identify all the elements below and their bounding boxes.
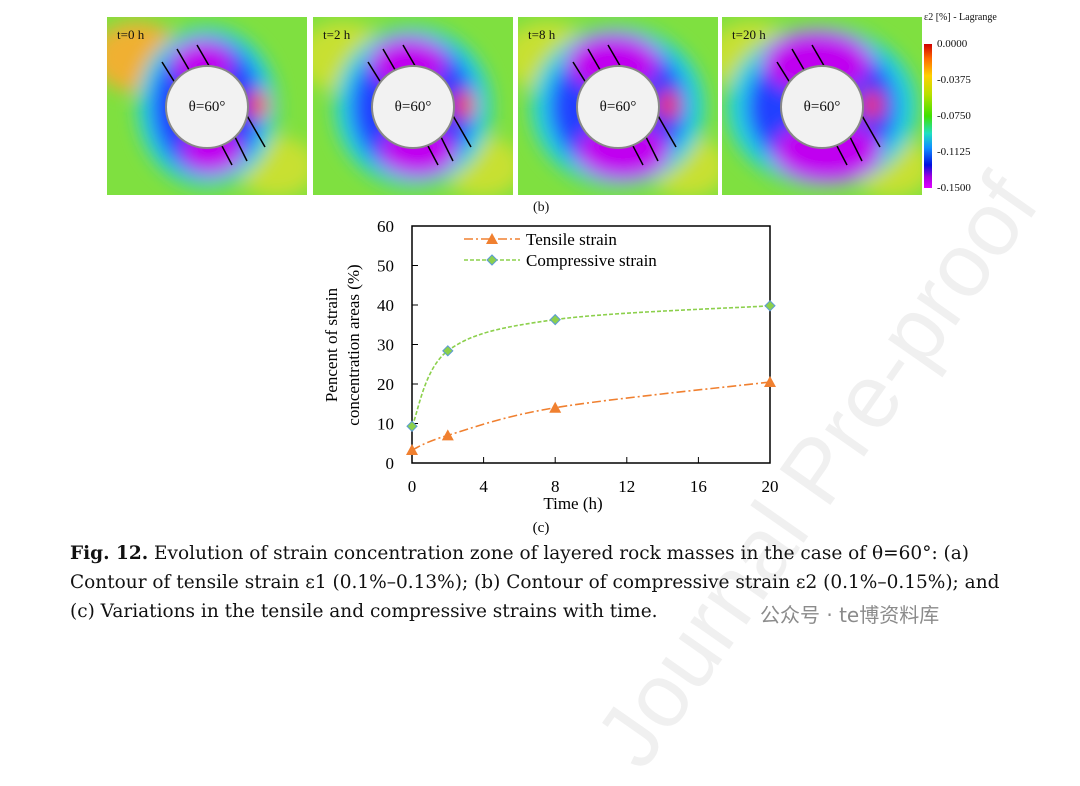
triangle-marker <box>764 376 776 388</box>
caption-label: Fig. 12. <box>70 543 149 564</box>
time-label: t=2 h <box>323 27 351 42</box>
contour-panel: t=0 h θ=60° <box>107 17 307 195</box>
legend-label: Compressive strain <box>526 251 657 270</box>
contour-panel: t=8 h θ=60° <box>518 17 718 195</box>
triangle-marker <box>406 443 418 455</box>
x-tick-label: 8 <box>551 477 560 496</box>
y-axis-label: Pencent of strain <box>322 287 341 402</box>
figure-caption: Fig. 12. Evolution of strain concentrati… <box>70 539 1030 626</box>
subfigure-label-c: (c) <box>533 520 550 536</box>
y-tick-label: 50 <box>377 257 394 276</box>
y-tick-label: 10 <box>377 415 394 434</box>
angle-label: θ=60° <box>394 99 432 115</box>
time-label: t=0 h <box>117 27 145 42</box>
y-tick-label: 60 <box>377 217 394 236</box>
series-line <box>411 381 771 451</box>
y-tick-label: 30 <box>377 336 394 355</box>
series-line <box>411 304 771 427</box>
x-tick-label: 16 <box>690 477 707 496</box>
triangle-marker <box>441 429 454 441</box>
time-label: t=20 h <box>732 27 766 42</box>
angle-label: θ=60° <box>599 99 637 115</box>
legend-label: Tensile strain <box>526 230 617 249</box>
time-label: t=8 h <box>528 27 556 42</box>
x-tick-label: 12 <box>618 477 635 496</box>
x-tick-label: 4 <box>479 477 488 496</box>
contour-panel: t=20 h θ=60° <box>722 17 922 195</box>
diamond-marker <box>486 254 498 266</box>
strain-chart: 0 4 8 12 16 20 0 10 20 30 40 50 60 Time (h) Pencent of… <box>322 217 779 536</box>
diamond-marker <box>764 300 776 312</box>
triangle-marker <box>486 233 498 244</box>
wechat-watermark: 公众号 · te博资料库 <box>760 603 940 627</box>
angle-label: θ=60° <box>188 99 226 115</box>
triangle-marker <box>549 401 562 413</box>
x-axis-label: Time (h) <box>543 494 602 513</box>
contour-panel: t=2 h θ=60° <box>313 17 513 195</box>
diamond-marker <box>549 313 561 326</box>
x-tick-label: 0 <box>408 477 417 496</box>
y-tick-label: 0 <box>386 454 395 473</box>
y-axis-label: concentration areas (%) <box>344 264 363 425</box>
caption-text: Evolution of strain concentration zone o… <box>70 543 1000 622</box>
diamond-marker <box>442 345 454 357</box>
colorbar-tick: 0.0000 <box>937 38 968 50</box>
angle-label: θ=60° <box>803 99 841 115</box>
colorbar-tick: -0.1125 <box>937 146 971 158</box>
subfigure-label-b: (b) <box>533 200 550 215</box>
diamond-marker <box>406 420 418 432</box>
colorbar-tick: -0.1500 <box>937 182 971 194</box>
x-tick-label: 20 <box>762 477 779 496</box>
colorbar <box>924 44 932 188</box>
colorbar-tick: -0.0375 <box>937 74 971 86</box>
y-tick-label: 20 <box>377 375 394 394</box>
colorbar-tick: -0.0750 <box>937 110 971 122</box>
colorbar-title: ε2 [%] - Lagrange <box>924 12 997 23</box>
y-tick-label: 40 <box>377 296 394 315</box>
